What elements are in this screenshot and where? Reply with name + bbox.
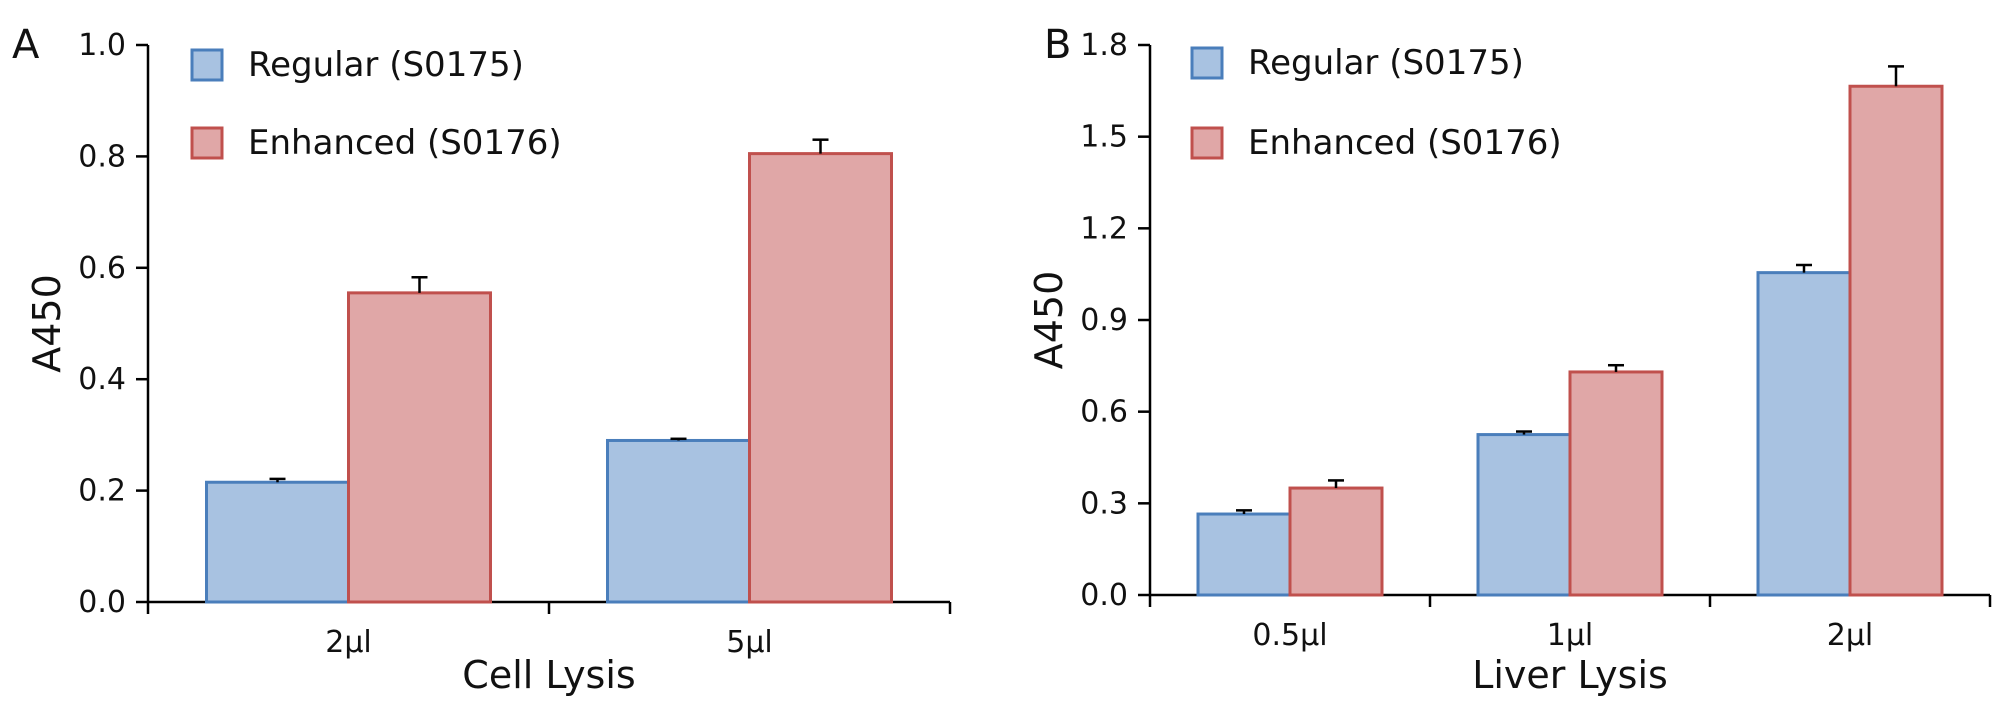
legend-swatch [190,126,224,160]
x-tick-label: 2µl [325,625,372,660]
y-tick-label: 1.5 [1080,120,1128,155]
panel-label: B [1044,22,1071,68]
bar-enhanced [1848,84,1944,597]
legend-label: Enhanced (S0176) [248,123,562,163]
bar-regular [1756,271,1852,597]
x-tick-label: 2µl [1827,618,1874,653]
x-tick-label: 0.5µl [1252,618,1327,653]
y-tick-label: 1.8 [1080,28,1128,63]
bar-regular [1476,433,1572,597]
bar-enhanced [1568,370,1664,597]
x-tick-label: 5µl [726,625,773,660]
bar-regular [1196,512,1292,597]
x-axis-title: Cell Lysis [462,653,635,697]
legend-label: Regular (S0175) [248,45,524,85]
y-tick-label: 1.0 [78,28,126,63]
y-tick-label: 0.9 [1080,303,1128,338]
panel-label: A [12,22,40,68]
y-tick-label: 0.0 [1080,578,1128,613]
chart-panel-a: A 0.0 0.2 0.4 0.6 0.8 1.0 A450 2µl 5µl Regular (S0… [12,22,952,697]
y-tick-label: 0.6 [78,251,126,286]
bar-enhanced [347,291,492,604]
bar-enhanced [1288,486,1384,597]
y-tick-label: 0.4 [78,362,126,397]
legend-swatch [190,48,224,82]
legend-label: Enhanced (S0176) [1248,123,1562,163]
y-axis-title: A450 [25,274,69,373]
y-tick-label: 1.2 [1080,211,1128,246]
y-tick-label: 0.2 [78,474,126,509]
x-tick-label: 1µl [1547,618,1594,653]
bar-enhanced [748,152,893,604]
bar-regular [606,438,751,604]
y-axis-title: A450 [1027,271,1071,370]
y-tick-label: 0.0 [78,585,126,620]
y-tick-label: 0.3 [1080,486,1128,521]
y-tick-label: 0.6 [1080,395,1128,430]
chart-panel-b: B 0.0 0.3 0.6 0.9 1.2 1.5 1.8 A450 0.5µl 1µl 2µl Reg… [1027,22,1992,697]
legend-swatch [1190,46,1224,80]
y-tick-label: 0.8 [78,139,126,174]
legend-swatch [1190,126,1224,160]
legend-label: Regular (S0175) [1248,43,1524,83]
bar-regular [205,480,350,604]
x-axis-title: Liver Lysis [1472,653,1668,697]
